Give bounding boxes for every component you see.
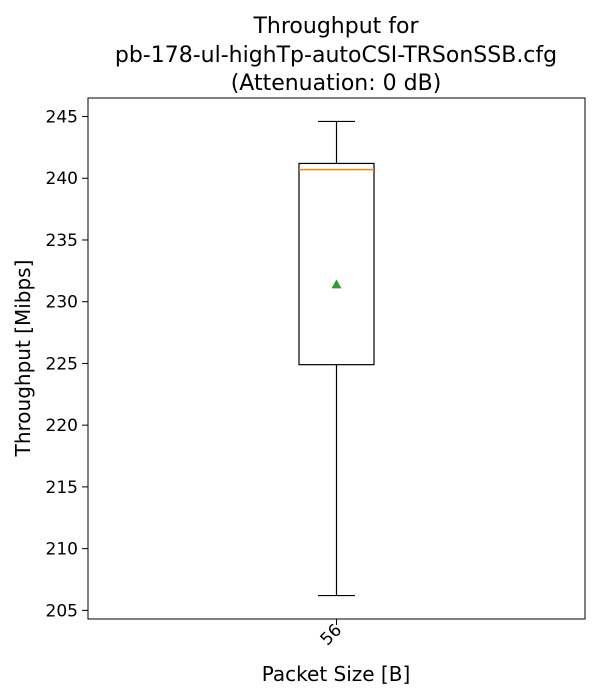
plot-frame: [87, 97, 586, 620]
chart-title-line-1: Throughput for: [252, 14, 419, 39]
y-tick-label: 230: [46, 293, 78, 313]
y-axis-ticks: 205 210 215 220 225 230 235 240 245: [46, 108, 88, 621]
x-axis-label: Packet Size [B]: [262, 662, 411, 686]
y-tick-label: 235: [46, 231, 78, 251]
x-tick-label: 56: [317, 620, 346, 649]
chart-title: Throughput for pb-178-ul-highTp-autoCSI-…: [115, 14, 557, 96]
interquartile-box: [298, 162, 375, 366]
y-tick-label: 240: [46, 169, 78, 189]
y-tick-label: 205: [46, 601, 78, 621]
box-56: [298, 120, 375, 597]
y-tick-label: 225: [46, 354, 78, 374]
y-tick-label: 220: [46, 416, 78, 436]
box-group: [298, 120, 375, 597]
y-axis-label: Throughput [Mibps]: [11, 260, 35, 458]
y-tick-label: 245: [46, 108, 78, 128]
chart-title-line-3: (Attenuation: 0 dB): [231, 71, 442, 96]
x-axis-ticks: 56: [317, 619, 346, 650]
y-tick-label: 215: [46, 478, 78, 498]
chart-title-line-2: pb-178-ul-highTp-autoCSI-TRSonSSB.cfg: [115, 43, 557, 68]
y-tick-label: 210: [46, 540, 78, 560]
mean-marker: [331, 279, 342, 289]
